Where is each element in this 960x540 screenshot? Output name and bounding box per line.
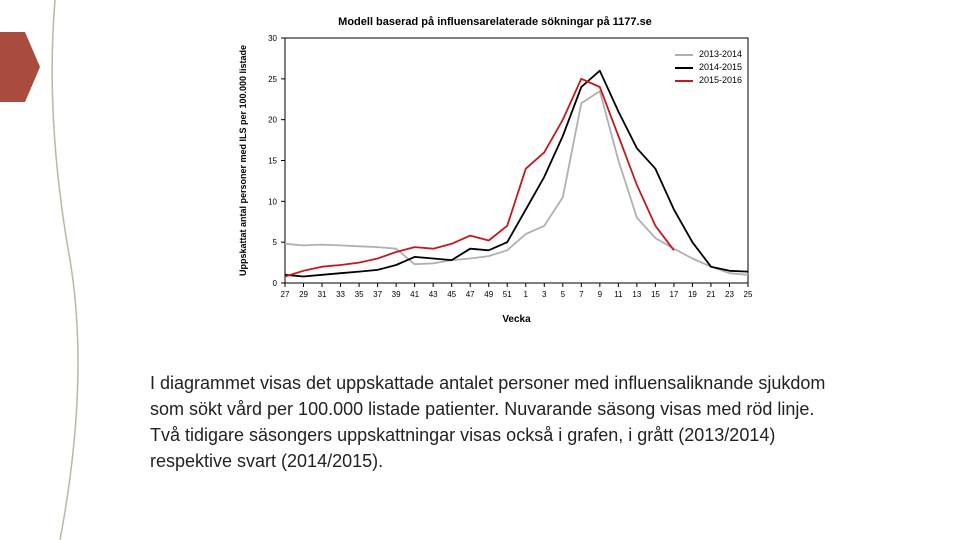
chart-panel: Modell baserad på influensarelaterade sö… <box>230 10 760 340</box>
svg-text:49: 49 <box>484 290 493 299</box>
svg-text:5: 5 <box>273 238 278 247</box>
legend-item: 2015-2016 <box>675 74 742 87</box>
svg-text:27: 27 <box>281 290 290 299</box>
svg-text:20: 20 <box>268 116 277 125</box>
svg-text:31: 31 <box>318 290 327 299</box>
chart-legend: 2013-20142014-20152015-2016 <box>675 48 742 87</box>
svg-text:45: 45 <box>447 290 456 299</box>
legend-label: 2013-2014 <box>699 48 742 61</box>
svg-text:37: 37 <box>373 290 382 299</box>
svg-text:3: 3 <box>542 290 547 299</box>
legend-swatch <box>675 67 693 69</box>
svg-text:25: 25 <box>268 75 277 84</box>
legend-swatch <box>675 80 693 82</box>
svg-text:1: 1 <box>524 290 529 299</box>
svg-text:43: 43 <box>429 290 438 299</box>
legend-swatch <box>675 54 693 56</box>
legend-item: 2014-2015 <box>675 61 742 74</box>
svg-text:51: 51 <box>503 290 512 299</box>
svg-text:11: 11 <box>614 290 623 299</box>
svg-text:30: 30 <box>268 34 277 43</box>
svg-text:Vecka: Vecka <box>502 314 531 325</box>
svg-text:41: 41 <box>410 290 419 299</box>
svg-text:21: 21 <box>707 290 716 299</box>
svg-text:39: 39 <box>392 290 401 299</box>
svg-text:35: 35 <box>355 290 364 299</box>
svg-text:19: 19 <box>688 290 697 299</box>
svg-text:7: 7 <box>579 290 584 299</box>
caption-text: I diagrammet visas det uppskattade antal… <box>150 370 830 474</box>
svg-text:47: 47 <box>466 290 475 299</box>
svg-text:15: 15 <box>268 157 277 166</box>
slide: Modell baserad på influensarelaterade sö… <box>0 0 960 540</box>
svg-text:17: 17 <box>669 290 678 299</box>
legend-label: 2015-2016 <box>699 74 742 87</box>
svg-text:13: 13 <box>632 290 641 299</box>
svg-text:29: 29 <box>299 290 308 299</box>
legend-item: 2013-2014 <box>675 48 742 61</box>
svg-text:9: 9 <box>598 290 603 299</box>
svg-text:25: 25 <box>744 290 753 299</box>
svg-text:23: 23 <box>725 290 734 299</box>
chart-title: Modell baserad på influensarelaterade sö… <box>230 10 760 28</box>
svg-text:15: 15 <box>651 290 660 299</box>
svg-text:5: 5 <box>561 290 566 299</box>
legend-label: 2014-2015 <box>699 61 742 74</box>
svg-text:33: 33 <box>336 290 345 299</box>
svg-text:Uppskattat antal personer med: Uppskattat antal personer med ILS per 10… <box>238 45 248 276</box>
accent-arrow <box>0 32 40 102</box>
svg-text:0: 0 <box>273 279 278 288</box>
svg-text:10: 10 <box>268 197 277 206</box>
